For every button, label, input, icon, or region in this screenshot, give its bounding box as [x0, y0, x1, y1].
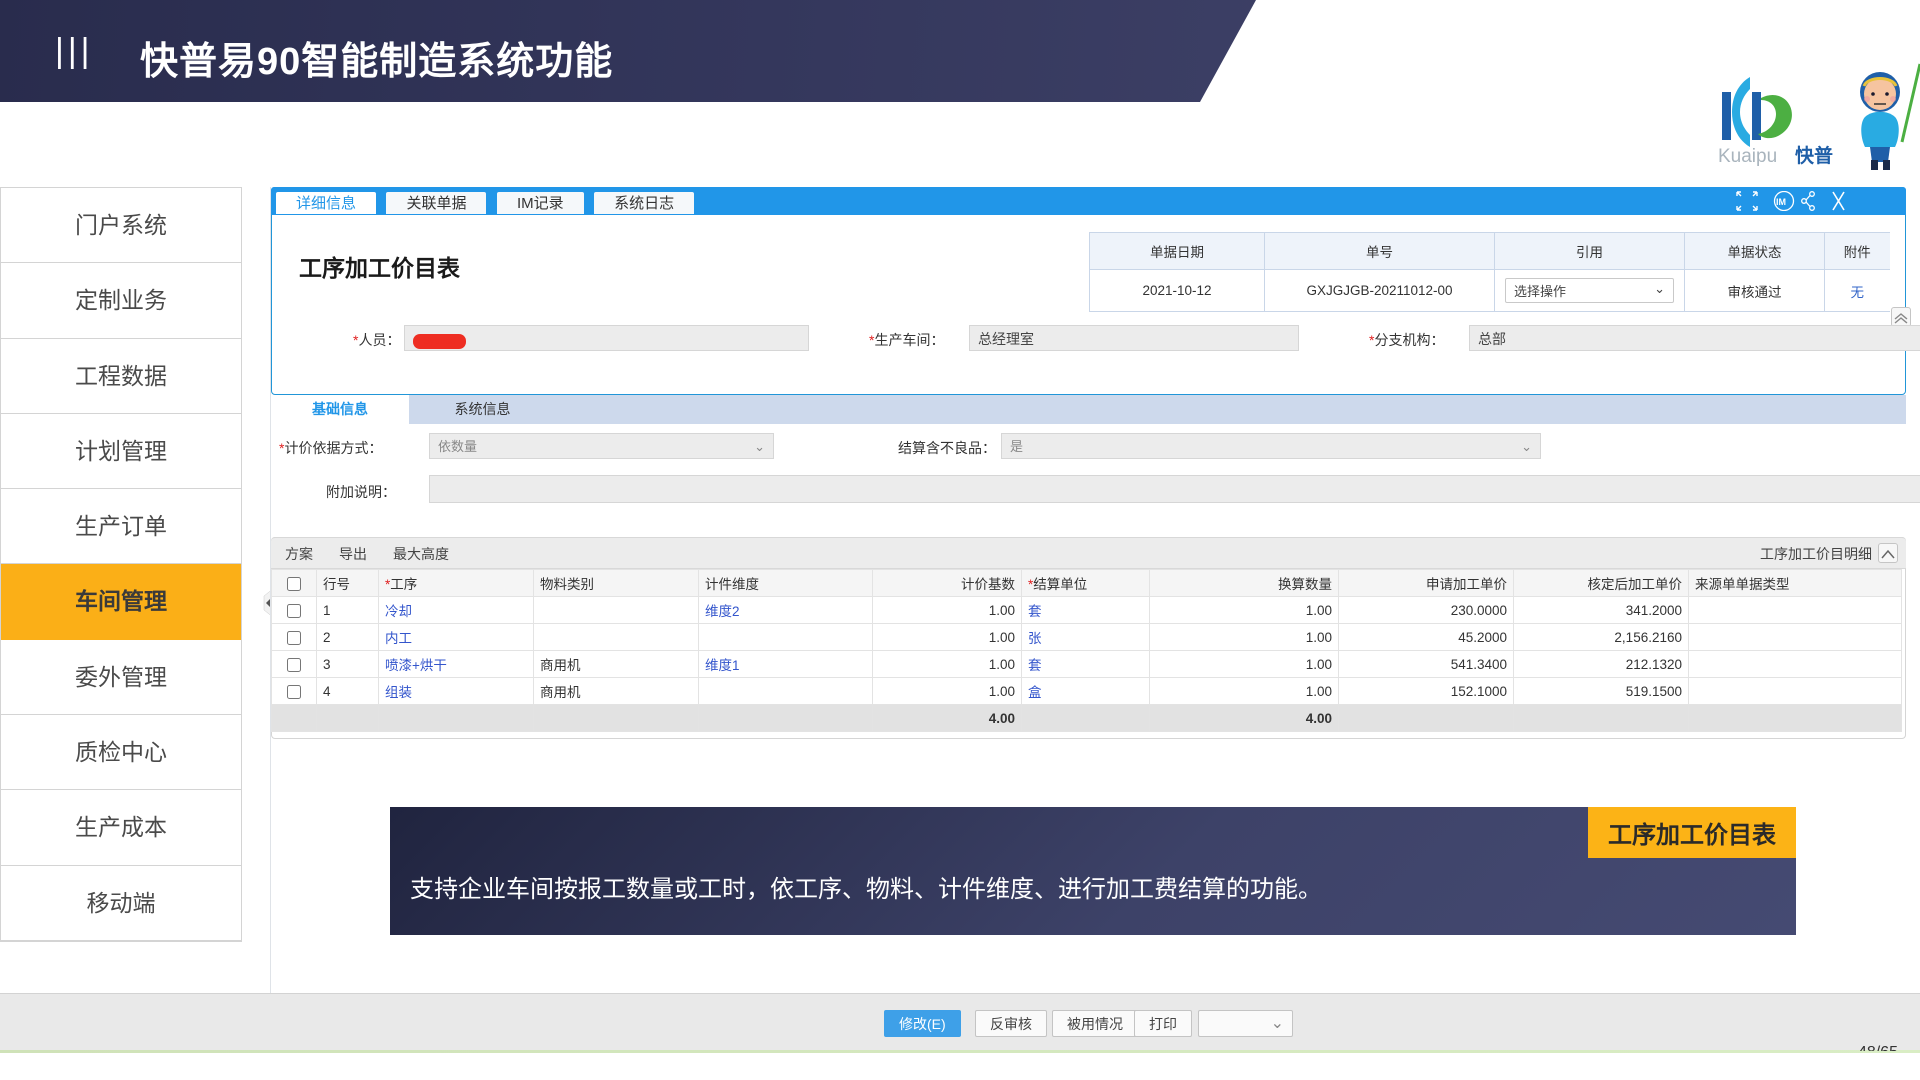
svg-text:Kuaipu: Kuaipu — [1718, 146, 1777, 167]
svg-text:IM: IM — [1776, 197, 1786, 207]
svg-text:快普: 快普 — [1795, 144, 1833, 167]
